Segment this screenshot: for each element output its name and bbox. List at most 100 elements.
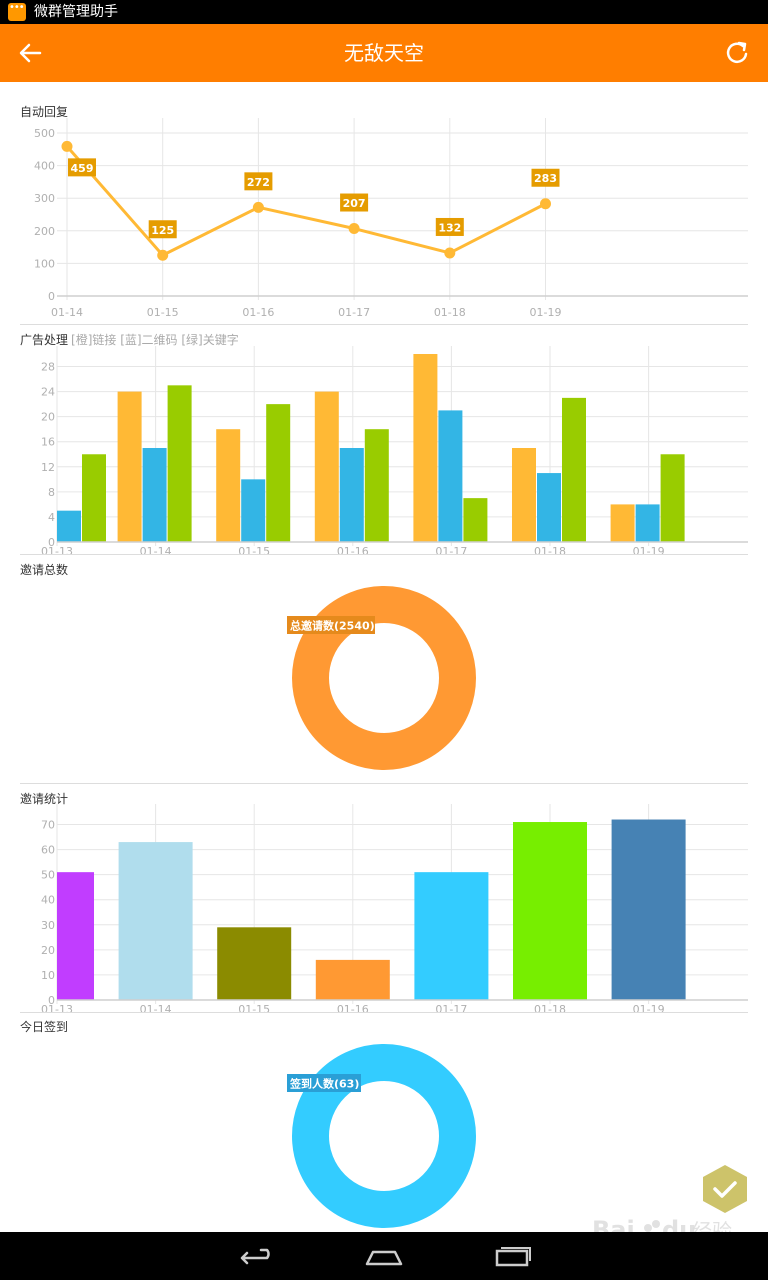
ad-handling-title: 广告处理 [橙]链接 [蓝]二维码 [绿]关键字 [20,332,239,348]
x-tick-label: 01-19 [633,1003,665,1012]
bar [82,454,106,542]
bar [364,429,389,542]
status-bar: 微群管理助手 [0,0,768,24]
data-point [61,140,73,152]
section-divider [20,554,748,555]
y-tick-label: 4 [48,511,55,524]
ad-handling-title-text: 广告处理 [20,333,69,347]
y-tick-label: 70 [41,819,55,832]
invite-total-donut-chart: 总邀请数(2540) [287,586,476,770]
donut-label: 签到人数(63) [289,1077,359,1091]
ad-handling-legend-text: [橙]链接 [蓝]二维码 [绿]关键字 [71,333,239,347]
bar [537,473,561,542]
app-logo-icon [8,2,26,21]
data-label-bg [435,217,464,236]
bar [117,391,142,542]
auto-reply-title: 自动回复 [20,105,69,119]
data-point [540,198,551,210]
nav-recents-button[interactable] [487,1238,537,1274]
confirm-fab-button[interactable] [702,1164,748,1214]
status-app-name: 微群管理助手 [34,4,118,20]
data-point [157,249,169,261]
donut-label-bg [287,616,375,634]
bar [241,479,266,542]
refresh-icon [726,41,748,63]
data-label: 132 [438,221,461,234]
nav-back-icon [240,1248,270,1265]
x-tick-label: 01-18 [534,1003,566,1012]
data-label-bg [68,158,96,177]
dashboard-content[interactable]: 自动回复 0 100 200 300 400 500 01-14 01-15 01-16 01-1… [0,82,768,1232]
y-tick-label: 500 [34,127,55,140]
section-divider [20,783,748,784]
app-bar: 无敌天空 [0,24,768,82]
y-tick-label: 300 [34,192,55,205]
x-tick-label: 01-17 [338,306,370,319]
nav-back-button[interactable] [231,1238,281,1274]
x-tick-label: 01-13 [41,545,73,554]
bar [57,510,81,542]
y-tick-label: 20 [41,411,55,424]
nav-recents-icon [495,1247,531,1267]
y-tick-label: 100 [34,257,55,270]
y-tick-label: 16 [41,436,55,449]
data-label: 207 [343,197,366,210]
y-tick-label: 30 [41,919,55,932]
auto-reply-line [65,145,547,257]
x-tick-label: 01-14 [51,306,83,319]
donut-slice [292,1044,476,1228]
bar [314,391,339,542]
bar [339,448,364,542]
bar [217,927,292,1000]
bar [57,872,94,1000]
x-tick-label: 01-15 [238,1003,270,1012]
bar [463,498,488,542]
y-tick-label: 24 [41,386,55,399]
nav-home-button[interactable] [359,1238,409,1274]
bar [660,454,685,542]
x-tick-label: 01-16 [337,1003,369,1012]
section-divider [20,1012,748,1013]
data-label: 272 [247,176,270,189]
bar [118,842,193,1000]
x-tick-label: 01-16 [242,306,274,319]
y-tick-label: 50 [41,869,55,882]
bar [266,404,291,542]
y-tick-label: 200 [34,225,55,238]
bar [438,410,463,542]
x-tick-label: 01-18 [534,545,566,554]
donut-slice [292,586,476,770]
x-tick-label: 01-17 [435,545,467,554]
bar [167,385,192,542]
data-label-bg [148,220,177,239]
y-tick-label: 28 [41,361,55,374]
data-label: 283 [534,172,557,185]
today-checkin-donut-chart: 签到人数(63) [287,1044,476,1228]
bar [512,448,536,542]
y-tick-label: 0 [48,536,55,549]
x-tick-label: 01-13 [41,1003,73,1012]
x-tick-label: 01-16 [337,545,369,554]
nav-home-icon [365,1250,403,1266]
donut-label-bg [287,1074,361,1092]
x-tick-label: 01-18 [434,306,466,319]
data-label: 459 [71,162,94,175]
today-checkin-title: 今日签到 [20,1020,69,1034]
y-tick-label: 40 [41,894,55,907]
data-label-bg [244,172,273,191]
x-tick-label: 01-15 [238,545,270,554]
data-label-bg [340,193,369,212]
data-label: 125 [151,224,174,237]
y-tick-label: 8 [48,486,55,499]
y-tick-label: 400 [34,160,55,173]
back-button[interactable] [10,33,50,73]
ad-handling-bar-chart: 0 4 8 12 16 20 24 28 01-13 01-14 01-15 01-16 01-17 01… [41,346,748,554]
y-tick-label: 12 [41,461,55,474]
bar [315,959,390,1000]
back-arrow-icon [19,43,42,63]
refresh-button[interactable] [718,33,758,73]
x-tick-label: 01-19 [530,306,562,319]
bar [413,354,438,542]
invite-total-title: 邀请总数 [20,563,69,577]
